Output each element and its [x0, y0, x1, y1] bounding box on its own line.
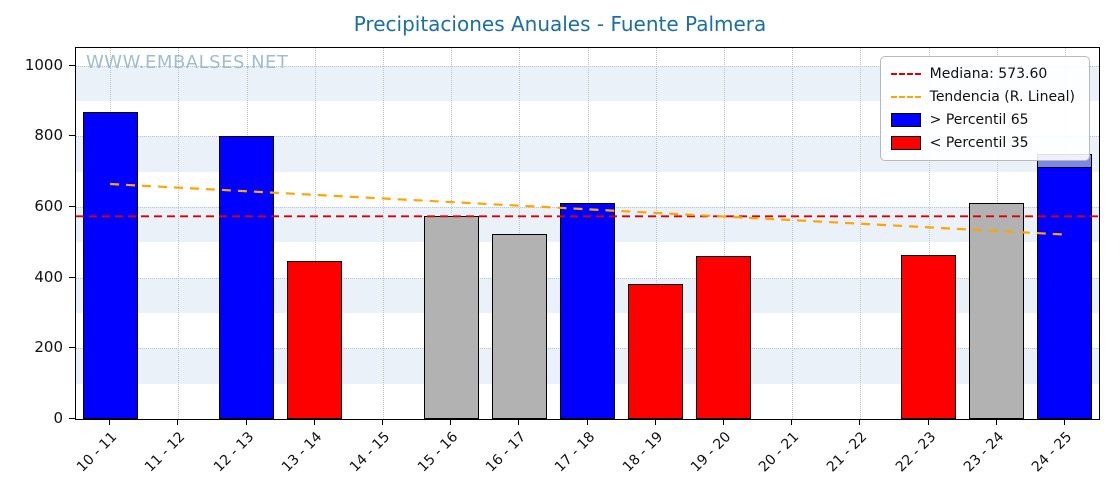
legend-item-trend: Tendencia (R. Lineal): [890, 89, 1075, 105]
bar-22-23: [901, 254, 956, 419]
x-tick-label: 17 - 18: [551, 429, 598, 476]
x-tick-mark: [381, 420, 383, 425]
trend-dashed-line-swatch: [890, 96, 921, 98]
grid-line-vertical: [723, 48, 725, 419]
x-tick-mark: [654, 420, 656, 425]
x-tick-mark: [313, 420, 315, 425]
chart-title: Precipitaciones Anuales - Fuente Palmera: [353, 12, 767, 36]
bar-19-20: [696, 256, 752, 419]
trend-line: [110, 182, 1065, 236]
x-tick-label: 24 - 25: [1028, 429, 1076, 476]
x-tick-label: 20 - 21: [756, 429, 803, 476]
grid-line-horizontal: [76, 65, 1099, 67]
x-axis: 10 - 11 11 - 12 12 - 13 13 - 14 14 - 15 15 - …: [74, 420, 1100, 500]
x-tick-mark: [586, 420, 588, 425]
y-tick-label: 600: [34, 197, 63, 215]
x-tick-label: 13 - 14: [278, 429, 326, 476]
legend-item-median: Mediana: 573.60: [890, 66, 1075, 82]
x-tick-mark: [722, 420, 724, 425]
bar-23-24: [969, 203, 1025, 419]
x-tick-mark: [245, 420, 247, 425]
x-tick-label: 16 - 17: [483, 429, 530, 476]
y-tick-mark: [69, 135, 75, 137]
lines-overlay: [76, 182, 1099, 236]
grid-line-vertical: [382, 48, 384, 419]
bar-13-14: [287, 260, 343, 419]
x-tick-mark: [518, 420, 520, 425]
grid-line-vertical: [792, 48, 794, 419]
x-tick-label: 19 - 20: [687, 429, 735, 476]
x-tick-label: 15 - 16: [415, 429, 462, 476]
bar-16-17: [491, 233, 547, 419]
bar-15-16: [423, 215, 479, 419]
median-dashed-line-swatch: [890, 73, 921, 75]
y-tick-label: 1000: [24, 55, 63, 74]
watermark: WWW.EMBALSES.NET: [86, 52, 289, 73]
bar-18-19: [628, 283, 684, 419]
y-tick-mark: [69, 347, 75, 349]
grid-line-horizontal: [76, 136, 1099, 138]
x-tick-label: 23 - 24: [960, 429, 1008, 476]
x-tick-mark: [859, 420, 861, 425]
x-tick-mark: [177, 420, 179, 425]
x-tick-label: 11 - 12: [142, 429, 189, 476]
grid-line-vertical: [928, 48, 930, 419]
x-tick-label: 22 - 23: [892, 429, 939, 476]
legend-label-p65: > Percentil 65: [929, 112, 1029, 128]
y-tick-mark: [69, 418, 75, 419]
y-tick-mark: [69, 64, 75, 66]
x-tick-label: 10 - 11: [74, 429, 121, 476]
percentile-65-box-swatch: [890, 113, 921, 127]
legend-label-p35: < Percentil 35: [929, 135, 1029, 151]
legend-label-trend: Tendencia (R. Lineal): [929, 89, 1075, 105]
y-tick-label: 0: [53, 409, 63, 427]
x-tick-label: 18 - 19: [619, 429, 667, 476]
bar-17-18: [560, 202, 615, 419]
legend-item-p65: > Percentil 65: [890, 112, 1075, 128]
y-tick-label: 200: [34, 338, 63, 357]
x-tick-mark: [927, 420, 929, 425]
plot-area: WWW.EMBALSES.NET Mediana: 573.60 Tendenc…: [75, 47, 1100, 420]
y-tick-mark: [69, 276, 75, 278]
grid-line-vertical: [655, 48, 657, 419]
legend: Mediana: 573.60 Tendencia (R. Lineal) > …: [879, 56, 1090, 161]
y-tick-label: 800: [34, 126, 63, 145]
grid-line-vertical: [314, 48, 316, 419]
y-tick-label: 400: [34, 267, 63, 286]
legend-item-p35: < Percentil 35: [890, 135, 1075, 151]
percentile-35-box-swatch: [890, 136, 921, 150]
x-tick-mark: [450, 420, 452, 425]
x-tick-mark: [109, 420, 111, 425]
x-tick-mark: [995, 420, 997, 425]
y-tick-mark: [69, 206, 75, 207]
bar-10-11: [82, 111, 138, 419]
x-tick-label: 21 - 22: [824, 429, 871, 476]
grid-line-vertical: [178, 48, 180, 419]
bar-12-13: [219, 136, 274, 419]
grid-line-vertical: [860, 48, 862, 419]
x-tick-mark: [1063, 420, 1065, 425]
x-tick-label: 12 - 13: [210, 429, 257, 476]
legend-label-median: Mediana: 573.60: [929, 66, 1048, 82]
x-tick-label: 14 - 15: [346, 429, 394, 476]
x-tick-mark: [791, 420, 793, 425]
y-axis: 0 200 400 600 800 1000: [0, 47, 75, 427]
